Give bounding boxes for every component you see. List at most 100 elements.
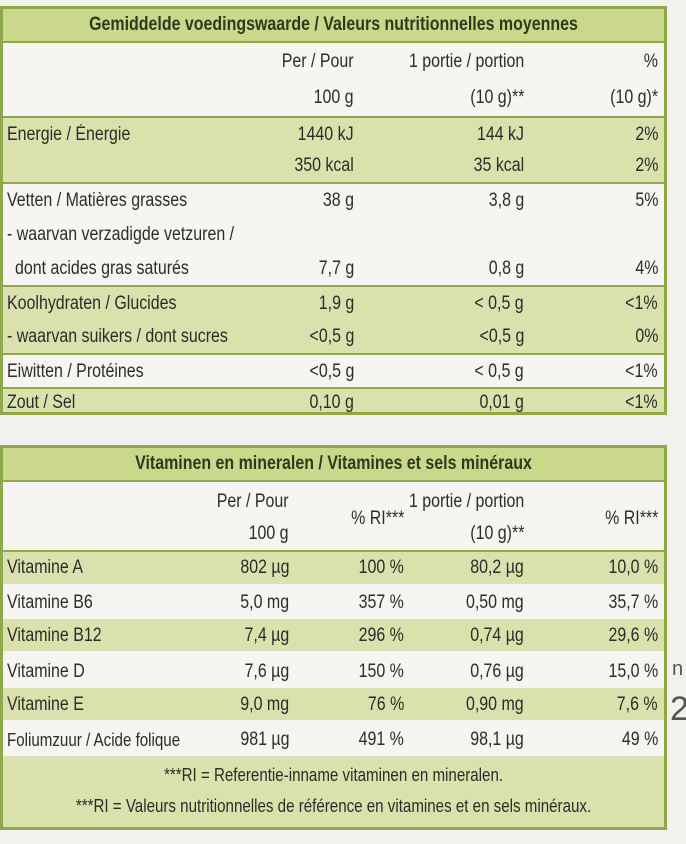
row-per100: 1,9 g — [318, 293, 354, 314]
divider — [3, 480, 664, 482]
divider — [3, 387, 664, 389]
row-portion: 35 kcal — [473, 155, 524, 176]
row-label: - waarvan verzadigde vetzuren / — [7, 224, 235, 245]
row-per100: 7,4 µg — [244, 625, 289, 646]
row-pct: 0% — [634, 326, 658, 347]
header-per100-line2: 100 g — [314, 87, 354, 108]
row-portion: 144 kJ — [476, 124, 524, 145]
row-per100: 802 µg — [239, 557, 289, 578]
footnote-area — [3, 756, 664, 827]
row-label: Vitamine A — [7, 557, 84, 578]
row-portion: < 0,5 g — [474, 361, 524, 382]
row-riportion: 10,0 % — [608, 557, 658, 578]
divider — [3, 550, 664, 552]
row-ri100: 150 % — [358, 661, 404, 682]
row-per100: 981 µg — [239, 729, 289, 750]
header-per100-line2: 100 g — [249, 523, 289, 544]
divider — [3, 285, 664, 287]
header-portion-line2: (10 g)** — [469, 87, 524, 108]
row-label: Foliumzuur / Acide folique — [7, 730, 181, 750]
table-row-sugars — [3, 323, 664, 353]
divider — [3, 353, 664, 355]
row-per100: 7,6 µg — [244, 661, 289, 682]
header-portion-line2: (10 g)** — [469, 523, 524, 544]
header-pct-line1: % — [643, 51, 658, 72]
row-portion: 0,76 µg — [470, 661, 524, 682]
header-ri-100: % RI*** — [350, 508, 404, 529]
row-riportion: 49 % — [621, 729, 658, 750]
row-label: Vitamine E — [7, 694, 84, 715]
row-portion: 98,1 µg — [470, 729, 524, 750]
row-label: dont acides gras saturés — [15, 258, 189, 279]
row-label: Energie / Énergie — [7, 124, 131, 145]
row-per100: <0,5 g — [309, 326, 354, 347]
row-per100: 9,0 mg — [240, 694, 289, 715]
row-riportion: 7,6 % — [617, 694, 658, 715]
row-riportion: 35,7 % — [608, 592, 658, 613]
header-portion-line1: 1 portie / portion — [408, 51, 524, 72]
row-label: - waarvan suikers / dont sucres — [7, 326, 228, 347]
row-label: Zout / Sel — [7, 392, 76, 413]
row-label: Vitamine B12 — [7, 625, 102, 646]
row-portion: <0,5 g — [479, 326, 524, 347]
nutrition-table: Gemiddelde voedingswaarde / Valeurs nutr… — [0, 6, 667, 415]
row-per100: 0,10 g — [309, 392, 354, 413]
row-pct: 4% — [634, 258, 658, 279]
table-row-vitamin-b12 — [3, 619, 664, 651]
row-label: Eiwitten / Protéines — [7, 361, 144, 382]
row-per100: 5,0 mg — [240, 592, 289, 613]
row-per100: 7,7 g — [318, 258, 354, 279]
row-riportion: 29,6 % — [608, 625, 658, 646]
row-portion: 0,8 g — [488, 258, 524, 279]
header-portion-line1: 1 portie / portion — [408, 491, 524, 512]
vitamins-title: Vitaminen en mineralen / Vitamines et se… — [135, 453, 532, 474]
row-pct: <1% — [625, 361, 658, 382]
vitamins-title-bar: Vitaminen en mineralen / Vitamines et se… — [3, 448, 664, 480]
row-portion: 3,8 g — [488, 190, 524, 211]
row-ri100: 76 % — [367, 694, 404, 715]
header-per100-line1: Per / Pour — [217, 491, 289, 512]
header-pct-line2: (10 g)* — [610, 87, 658, 108]
table-row-salt — [3, 389, 664, 412]
row-pct: 2% — [634, 124, 658, 145]
row-riportion: 15,0 % — [608, 661, 658, 682]
row-ri100: 357 % — [358, 592, 404, 613]
row-per100: <0,5 g — [309, 361, 354, 382]
table-row-energy — [3, 118, 664, 182]
row-portion: 0,50 mg — [466, 592, 524, 613]
table-row-carbs — [3, 287, 664, 323]
nutrition-title: Gemiddelde voedingswaarde / Valeurs nutr… — [89, 14, 578, 35]
row-label: Vitamine B6 — [7, 592, 93, 613]
row-label: Vetten / Matières grasses — [7, 190, 188, 211]
table-row-vitamin-e — [3, 688, 664, 720]
row-per100: 1440 kJ — [298, 124, 354, 145]
row-ri100: 100 % — [358, 557, 404, 578]
row-pct: 5% — [634, 190, 658, 211]
nutrition-title-bar: Gemiddelde voedingswaarde / Valeurs nutr… — [3, 9, 664, 41]
row-portion: 0,01 g — [479, 392, 524, 413]
footnote-nl: ***RI = Referentie-inname vitaminen en m… — [163, 765, 504, 785]
divider — [3, 41, 664, 43]
edge-text-1: n — [672, 658, 684, 680]
row-per100: 350 kcal — [294, 155, 354, 176]
row-label: Vitamine D — [7, 661, 85, 682]
row-portion: 0,74 µg — [470, 625, 524, 646]
footnote-fr: ***RI = Valeurs nutritionnelles de référ… — [75, 796, 592, 816]
row-ri100: 296 % — [358, 625, 404, 646]
divider — [3, 116, 664, 118]
row-per100: 38 g — [322, 190, 354, 211]
row-label: Koolhydraten / Glucides — [7, 293, 177, 314]
row-portion: 80,2 µg — [470, 557, 524, 578]
row-portion: 0,90 mg — [466, 694, 524, 715]
row-pct: <1% — [625, 392, 658, 413]
edge-text-2: 2 — [670, 690, 686, 728]
table-row-vitamin-a — [3, 552, 664, 584]
row-portion: < 0,5 g — [474, 293, 524, 314]
divider — [3, 182, 664, 184]
vitamins-table: Vitaminen en mineralen / Vitamines et se… — [0, 445, 667, 830]
row-pct: 2% — [634, 155, 658, 176]
row-ri100: 491 % — [358, 729, 404, 750]
row-pct: <1% — [625, 293, 658, 314]
header-per100-line1: Per / Pour — [282, 51, 354, 72]
header-ri-portion: % RI*** — [604, 508, 658, 529]
